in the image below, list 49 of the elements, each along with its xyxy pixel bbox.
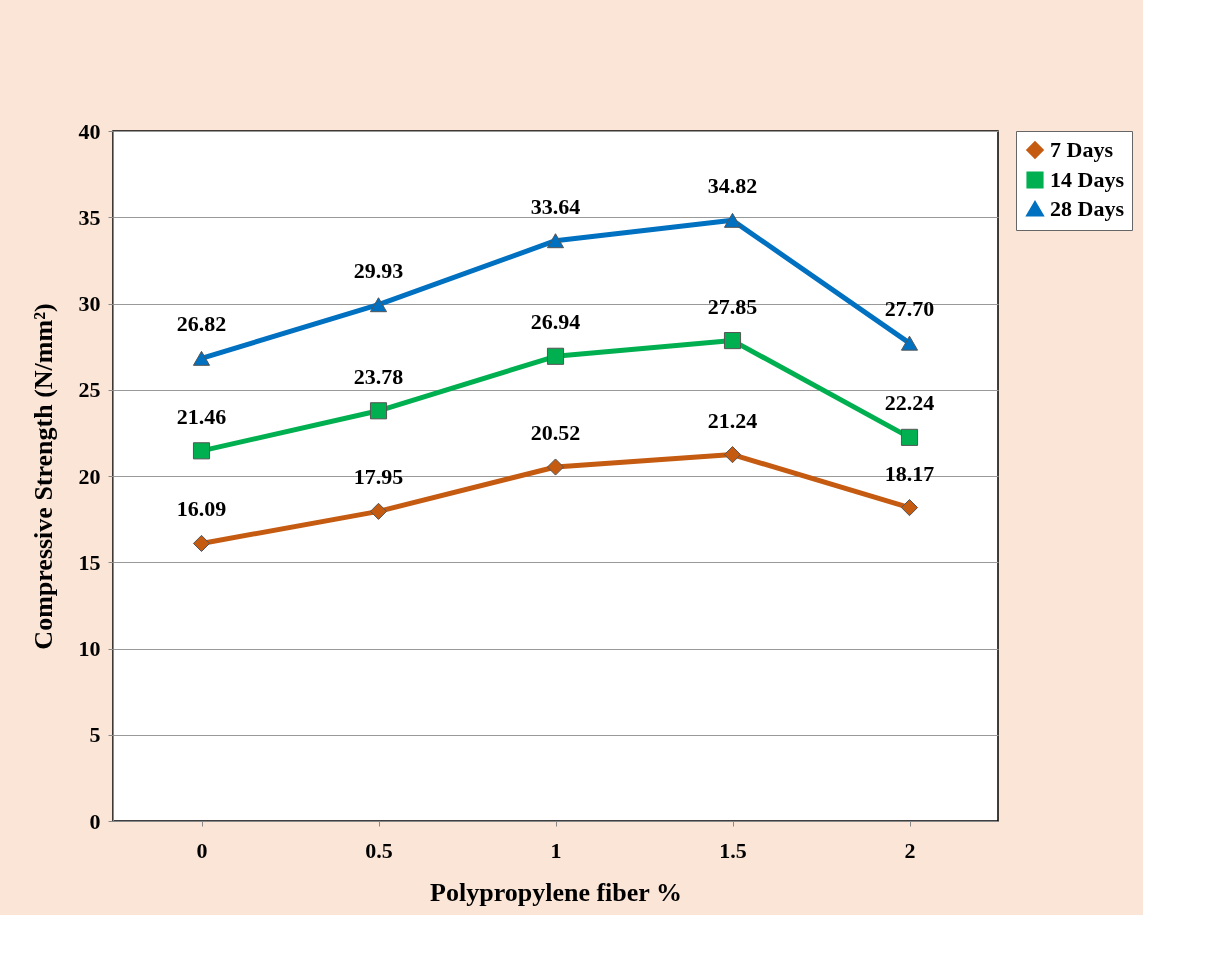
y-tick-label: 10 (78, 636, 101, 661)
x-tick-label: 0.5 (365, 837, 393, 863)
point (723, 446, 742, 464)
data-label: 27.70 (884, 296, 935, 322)
legend-label: 7 Days (1050, 137, 1114, 162)
x-axis-title: Polypropylene fiber % (430, 877, 682, 907)
point (546, 347, 565, 365)
point (369, 297, 388, 313)
data-label: 18.17 (884, 460, 935, 486)
point (900, 335, 919, 351)
x-tick-label: 2 (904, 837, 916, 863)
legend-label: 14 Days (1050, 167, 1125, 192)
point (192, 350, 211, 366)
point (900, 499, 919, 517)
x-tick-label: 0 (196, 837, 208, 863)
point (546, 458, 565, 476)
y-tick-label: 15 (78, 549, 101, 575)
legend-label: 28 Days (1050, 196, 1125, 221)
point (192, 442, 211, 460)
data-label: 20.52 (530, 420, 581, 446)
y-tick-label: 0 (89, 808, 101, 834)
data-label: 33.64 (530, 193, 581, 219)
y-axis-title: Compressive Strength (N/mm²) (28, 303, 58, 650)
y-tick-label: 25 (78, 377, 101, 403)
point (723, 332, 742, 350)
data-label: 26.94 (530, 309, 581, 335)
y-tick-label: 20 (78, 463, 101, 489)
point (900, 428, 919, 446)
y-tick-label: 35 (78, 204, 101, 230)
data-label: 16.09 (176, 496, 227, 522)
point (369, 402, 388, 420)
data-label: 29.93 (353, 257, 404, 283)
y-tick-label: 30 (78, 291, 101, 316)
data-label: 23.78 (353, 363, 404, 389)
data-label: 21.46 (176, 403, 227, 429)
point (723, 212, 742, 228)
x-tick-label: 1 (550, 837, 562, 863)
data-label: 27.85 (707, 293, 758, 319)
data-label: 26.82 (176, 311, 227, 337)
point (192, 534, 211, 553)
y-tick-label: 40 (78, 118, 101, 144)
data-label: 21.24 (707, 407, 758, 433)
point (546, 233, 565, 249)
point (369, 502, 388, 520)
x-tick-label: 1.5 (719, 837, 747, 863)
data-label: 34.82 (707, 173, 758, 199)
data-label: 22.24 (884, 390, 935, 416)
y-tick-label: 5 (89, 722, 101, 748)
data-label: 17.95 (353, 464, 404, 490)
